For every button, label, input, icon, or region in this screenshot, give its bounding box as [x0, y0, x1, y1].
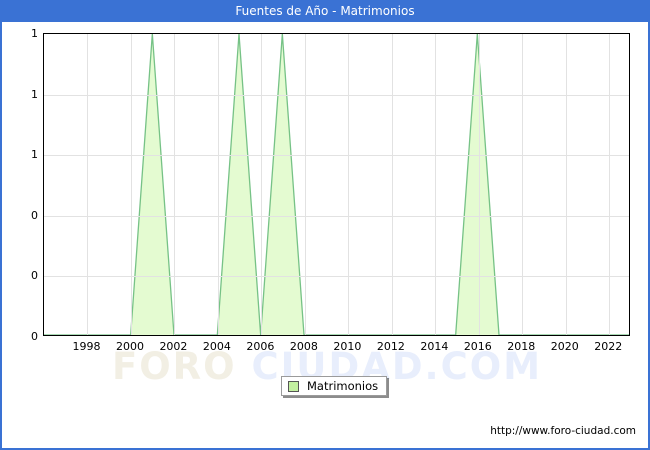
gridline-vertical: [217, 34, 219, 335]
x-axis-tick-label: 2004: [202, 340, 231, 353]
y-axis-tick-label: 0: [31, 330, 38, 343]
x-axis-tick-label: 2008: [289, 340, 318, 353]
gridline-horizontal: [44, 155, 629, 157]
plot-area: [43, 33, 630, 336]
gridline-vertical: [87, 34, 89, 335]
y-axis-tick-label: 0: [31, 269, 38, 283]
gridline-vertical: [391, 34, 393, 335]
gridline-horizontal: [44, 94, 629, 96]
gridline-vertical: [565, 34, 567, 335]
y-axis-tick-label: 1: [31, 27, 38, 40]
gridline-vertical: [174, 34, 176, 335]
gridline-vertical: [304, 34, 306, 335]
gridline-vertical: [522, 34, 524, 335]
frame-border-right: [648, 22, 650, 450]
frame-border-bottom: [0, 448, 650, 450]
page-title: Fuentes de Año - Matrimonios: [235, 4, 415, 18]
gridline-vertical: [609, 34, 611, 335]
gridline-vertical: [261, 34, 263, 335]
footer-url: http://www.foro-ciudad.com: [490, 425, 636, 437]
x-axis-labels: 1998 2000 2002 2004 2006 2008 2010 2012 2014 2016…: [43, 340, 630, 358]
gridline-horizontal: [44, 215, 629, 217]
x-axis-tick-label: 2014: [420, 340, 449, 353]
y-axis-tick-label: 1: [31, 148, 38, 162]
x-axis-tick-label: 2002: [159, 340, 188, 353]
legend-label-matrimonios: Matrimonios: [307, 379, 379, 393]
area-outline: [44, 34, 629, 335]
x-axis-tick-label: 2016: [463, 340, 492, 353]
window-title-bar: Fuentes de Año - Matrimonios: [0, 0, 650, 22]
gridline-vertical: [348, 34, 350, 335]
series-matrimonios: [44, 34, 629, 335]
x-axis-tick-label: 2006: [246, 340, 275, 353]
x-axis-tick-label: 2018: [507, 340, 536, 353]
x-axis-tick-label: 2000: [115, 340, 144, 353]
y-axis-labels: 1 1 1 0 0 0: [0, 0, 38, 450]
y-axis-tick-label: 1: [31, 87, 38, 101]
x-axis-tick-label: 1998: [72, 340, 101, 353]
x-axis-tick-label: 2020: [550, 340, 579, 353]
gridline-horizontal: [44, 276, 629, 278]
x-axis-tick-label: 2012: [376, 340, 405, 353]
x-axis-tick-label: 2022: [594, 340, 623, 353]
gridline-vertical: [478, 34, 480, 335]
y-axis-tick-label: 0: [31, 208, 38, 222]
gridline-vertical: [435, 34, 437, 335]
chart-legend: Matrimonios: [281, 376, 388, 396]
legend-swatch-matrimonios: [288, 380, 299, 392]
area-fill: [44, 34, 629, 335]
frame-border-left: [0, 22, 2, 450]
x-axis-tick-label: 2010: [333, 340, 362, 353]
gridline-vertical: [130, 34, 132, 335]
